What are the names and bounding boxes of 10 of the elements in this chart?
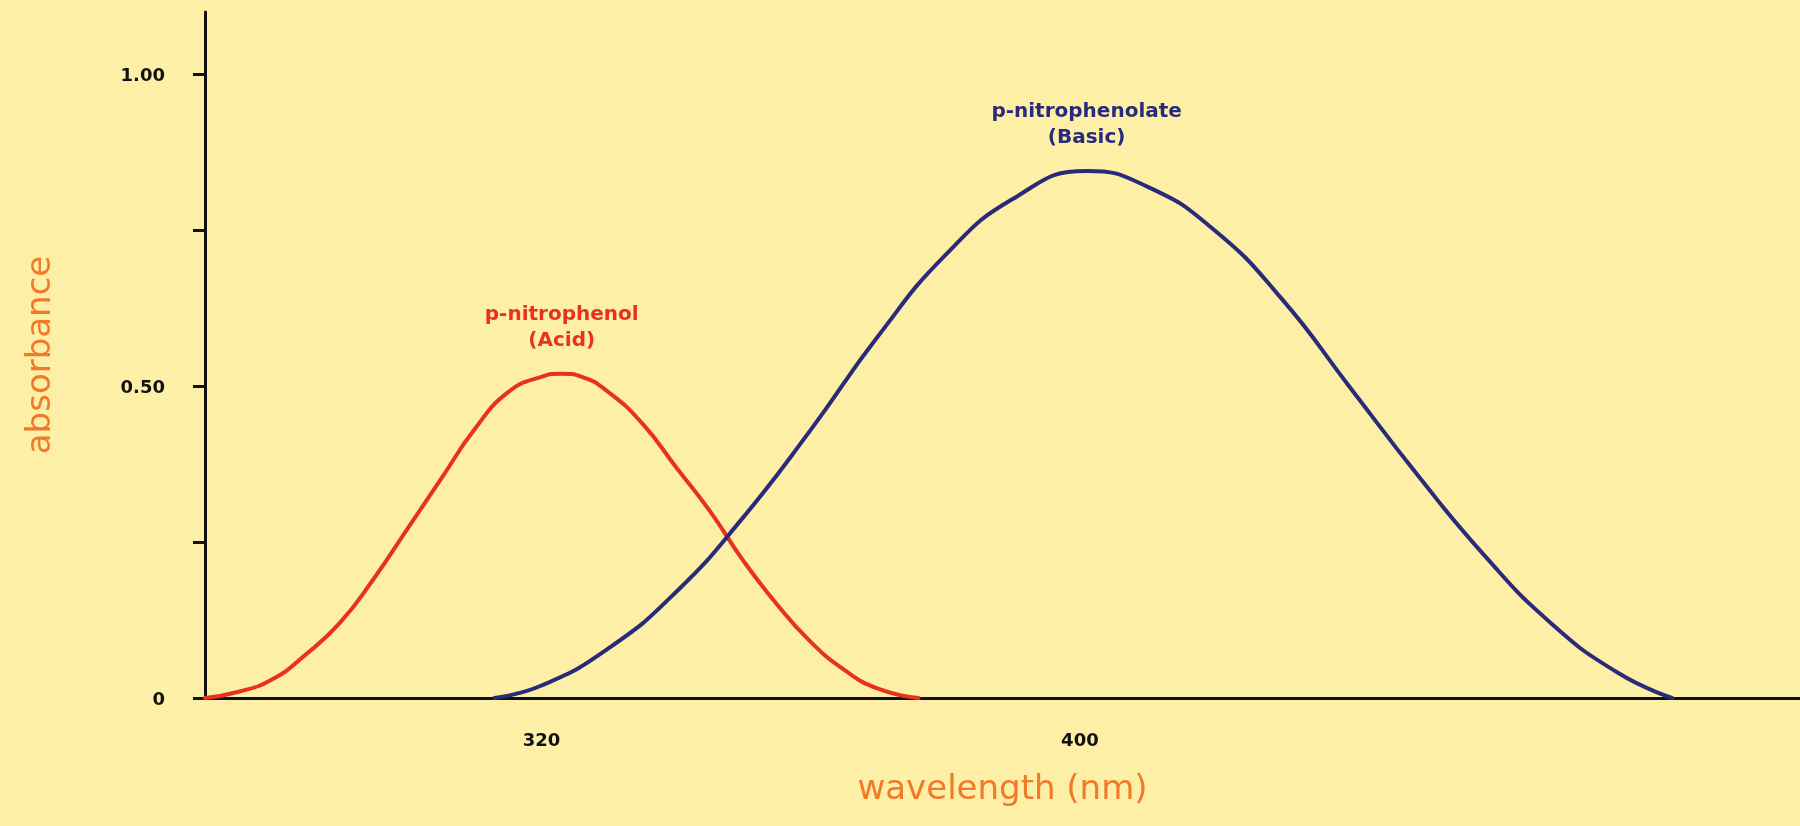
y-tick-label: 0.50 (120, 375, 165, 397)
text: p-nitrophenolate (Basic) (991, 98, 1182, 149)
x-tick-label: 400 (1061, 728, 1099, 750)
y-tick-label: 0 (152, 687, 165, 709)
text: p-nitrophenol (Acid) (484, 300, 639, 351)
y-axis-title: absorbance (18, 255, 58, 455)
line-series (203, 371, 921, 700)
x-axis-title: wavelength (nm) (857, 767, 1148, 807)
x-tick-label: 320 (522, 728, 561, 750)
y-tick-label: 1.00 (120, 63, 165, 85)
